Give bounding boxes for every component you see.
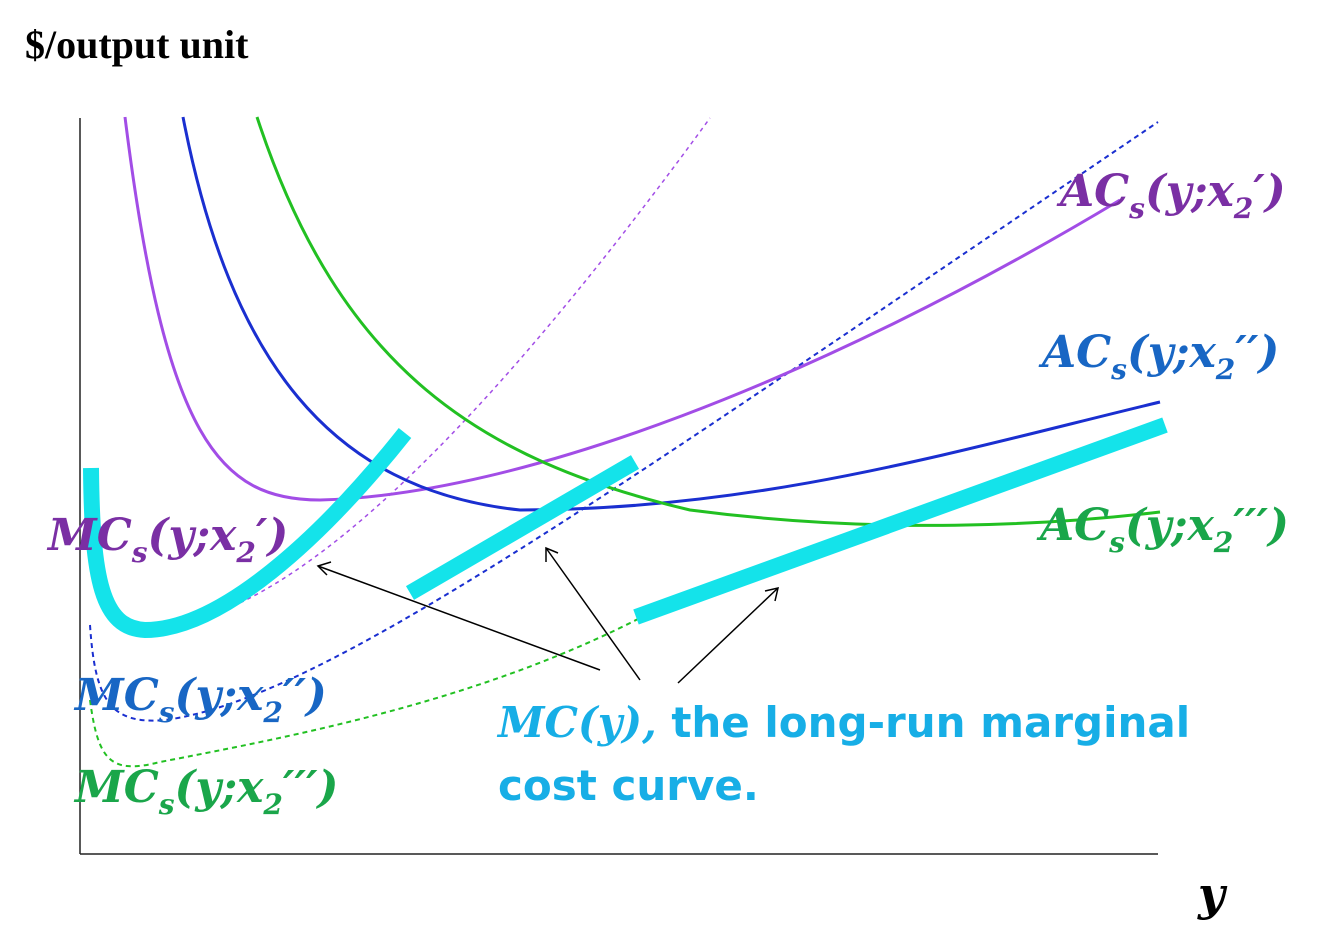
ac-label-x2-triple-prime: ACs(y;x2′′′) xyxy=(1036,500,1289,559)
annotation-arrow-2 xyxy=(545,547,641,681)
ac-curve-x2-double-prime xyxy=(181,116,1161,512)
annotation-arrow-1 xyxy=(317,565,601,671)
ac-curve-x2-triple-prime xyxy=(255,116,1161,527)
annotation-arrow-3 xyxy=(677,587,779,684)
mc-curve-x2-double-prime xyxy=(89,121,1159,722)
mc-curve-x2-triple-prime xyxy=(89,617,641,768)
ac-label-x2-prime: ACs(y;x2′) xyxy=(1056,166,1286,225)
annotation-arrow-1-head xyxy=(316,561,332,576)
annotation-arrow-3-head xyxy=(764,586,780,602)
mc-label-x2-double-prime: MCs(y;x2′′) xyxy=(73,670,327,729)
ac-curve-x2-prime xyxy=(123,116,1121,502)
lrmc-segment-2 xyxy=(405,455,640,600)
lrmc-segment-3 xyxy=(633,417,1168,625)
x-axis-label: y xyxy=(1197,867,1228,921)
mc-label-x2-prime: MCs(y;x2′) xyxy=(46,510,288,569)
lrmc-segment-1 xyxy=(83,428,412,639)
lrmc-annotation-line-1: MC(y), the long-run marginal xyxy=(496,698,1190,747)
mc-label-x2-triple-prime: MCs(y;x2′′′) xyxy=(73,762,338,821)
y-axis-label: $/output unit xyxy=(25,22,249,67)
ac-label-x2-double-prime: ACs(y;x2′′) xyxy=(1038,327,1279,386)
lrmc-annotation-line-2: cost curve. xyxy=(498,761,759,810)
annotation-arrow-2-head xyxy=(545,546,559,562)
